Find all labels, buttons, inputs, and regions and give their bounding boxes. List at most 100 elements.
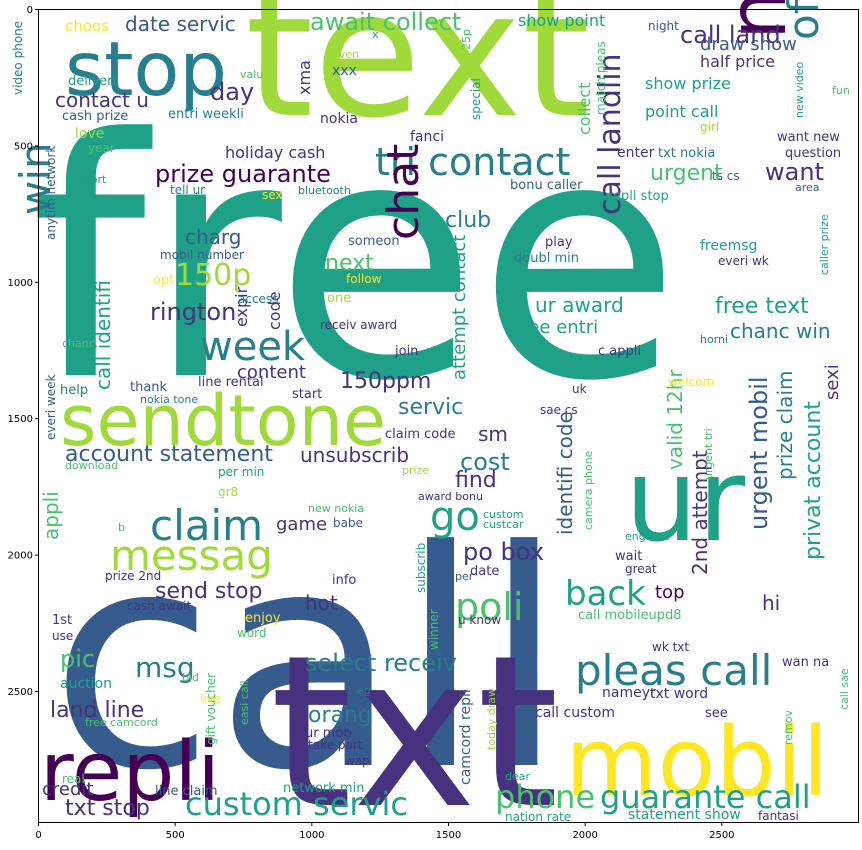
word-claim: claim bbox=[150, 501, 263, 550]
x-tick-label: 500 bbox=[166, 830, 185, 841]
word-special: special bbox=[469, 78, 483, 120]
word-c-appli: c appli bbox=[598, 344, 641, 359]
word-thank: thank bbox=[130, 380, 168, 395]
word-new: new bbox=[711, 0, 804, 40]
word-valu: valu bbox=[240, 68, 263, 81]
word-prize-2nd: prize 2nd bbox=[105, 569, 161, 583]
word-enter: enter bbox=[617, 145, 655, 161]
word-use: use bbox=[52, 629, 73, 643]
word-show-prize: show prize bbox=[645, 74, 731, 93]
word-sex: sex bbox=[262, 188, 283, 202]
word-draw-show: draw show bbox=[700, 34, 797, 55]
word-messag: messag bbox=[110, 531, 273, 580]
word-everi-week: everi week bbox=[44, 374, 58, 440]
word-prize-claim: prize claim bbox=[773, 371, 797, 480]
word-sae-cs: sae cs bbox=[540, 403, 578, 417]
word-custom: custom bbox=[483, 508, 524, 521]
word-win: win bbox=[11, 142, 60, 215]
word-opt: opt bbox=[153, 273, 174, 288]
word-privat-account: privat account bbox=[801, 401, 826, 560]
word-mobil: mobil bbox=[565, 708, 829, 818]
word-dear: dear bbox=[505, 770, 530, 783]
word-phone: phone bbox=[495, 778, 595, 816]
word-repli: repli bbox=[40, 725, 220, 820]
word-day: day bbox=[210, 78, 254, 106]
word-today-draw: today draw bbox=[485, 688, 498, 750]
word-claim-code: claim code bbox=[385, 427, 455, 442]
word-sexi: sexi bbox=[822, 364, 843, 400]
word-sport: sport bbox=[78, 173, 107, 186]
word-1st: 1st bbox=[52, 613, 72, 628]
word-bluetooth: bluetooth bbox=[298, 184, 351, 197]
word-call-sae: call sae bbox=[838, 668, 851, 710]
word-per: per bbox=[455, 570, 474, 583]
word-gr8: gr8 bbox=[218, 485, 238, 499]
word-love: love bbox=[75, 126, 104, 142]
word-start: start bbox=[292, 387, 322, 402]
word-freemsg: freemsg bbox=[700, 238, 757, 254]
word-valid-12hr: valid 12hr bbox=[663, 369, 687, 470]
word-servic: servic bbox=[398, 395, 463, 420]
x-tick-label: 2000 bbox=[572, 830, 597, 841]
word-line-claim: line claim bbox=[155, 784, 218, 799]
word-bonu-caller: bonu caller bbox=[510, 178, 583, 193]
word-expir: expir bbox=[232, 286, 251, 327]
word-top: top bbox=[655, 582, 685, 603]
word-everi-wk: everi wk bbox=[718, 254, 769, 268]
word-deliveri: deliveri bbox=[68, 74, 116, 89]
word-rington: rington bbox=[150, 298, 236, 326]
word-nation-rate: nation rate bbox=[505, 810, 571, 824]
y-axis: 0 500 1000 1500 2000 2500 bbox=[8, 5, 39, 698]
word-cash-prize: cash prize bbox=[62, 109, 128, 124]
word-ur-award: ur award bbox=[535, 293, 624, 317]
word-chanc: chanc bbox=[62, 337, 95, 350]
word-line-rental: line rental bbox=[198, 375, 264, 390]
word-access: access bbox=[238, 292, 278, 306]
word-prize: prize bbox=[402, 464, 429, 477]
word-txt-nokia: txt nokia bbox=[658, 146, 715, 161]
word-caller-prize: caller prize bbox=[818, 214, 831, 275]
y-tick-label: 500 bbox=[14, 141, 33, 152]
word-repli-stop: repli stop bbox=[608, 189, 669, 204]
x-tick-label: 1000 bbox=[299, 830, 324, 841]
word-award-bonu: award bonu bbox=[418, 490, 483, 503]
word-go: go bbox=[430, 494, 480, 540]
word-doubl-min: doubl min bbox=[514, 251, 579, 266]
word-call-land: call land bbox=[680, 21, 781, 49]
word-u-know: u know bbox=[458, 613, 501, 627]
word-charg: charg bbox=[185, 225, 242, 249]
word-welcom: welcom bbox=[668, 375, 714, 389]
word-txt-word: txt word bbox=[650, 686, 708, 702]
word-someon: someon bbox=[348, 234, 400, 249]
word-bid: bid bbox=[182, 671, 199, 684]
word-camcord-repli: camcord repli bbox=[458, 689, 474, 785]
word-free: free bbox=[30, 69, 681, 453]
word-identifi-code: identifi code bbox=[553, 411, 577, 535]
word-credit: credit bbox=[42, 779, 93, 800]
word-fanci: fanci bbox=[410, 129, 444, 145]
word-back: back bbox=[565, 574, 646, 614]
y-tick-label: 1000 bbox=[8, 278, 33, 289]
word-real: real bbox=[62, 772, 85, 786]
word-25p: 25p bbox=[460, 29, 473, 50]
word-date-servic: date servic bbox=[125, 12, 236, 36]
word-eg: eg bbox=[357, 684, 371, 697]
word-info: info bbox=[332, 573, 356, 588]
word-code: code bbox=[265, 291, 284, 330]
word-point-call: point call bbox=[645, 102, 718, 121]
word-ur: ur bbox=[625, 434, 746, 568]
word-guarante-call: guarante call bbox=[600, 778, 811, 816]
word-poli: poli bbox=[455, 585, 524, 629]
word-next: next bbox=[325, 251, 374, 276]
word-remov: remov bbox=[782, 710, 795, 745]
word-msg: msg bbox=[135, 651, 195, 684]
word-entri-weekli: entri weekli bbox=[168, 107, 244, 122]
word-xma: xma bbox=[295, 60, 314, 95]
word-new-video: new video bbox=[793, 61, 806, 118]
word-free-camcord: free camcord bbox=[85, 716, 158, 729]
word-club: club bbox=[445, 208, 491, 233]
word-custcar: custcar bbox=[483, 518, 524, 531]
word-live: live bbox=[200, 692, 221, 706]
word-pleas-call: pleas call bbox=[575, 646, 772, 695]
